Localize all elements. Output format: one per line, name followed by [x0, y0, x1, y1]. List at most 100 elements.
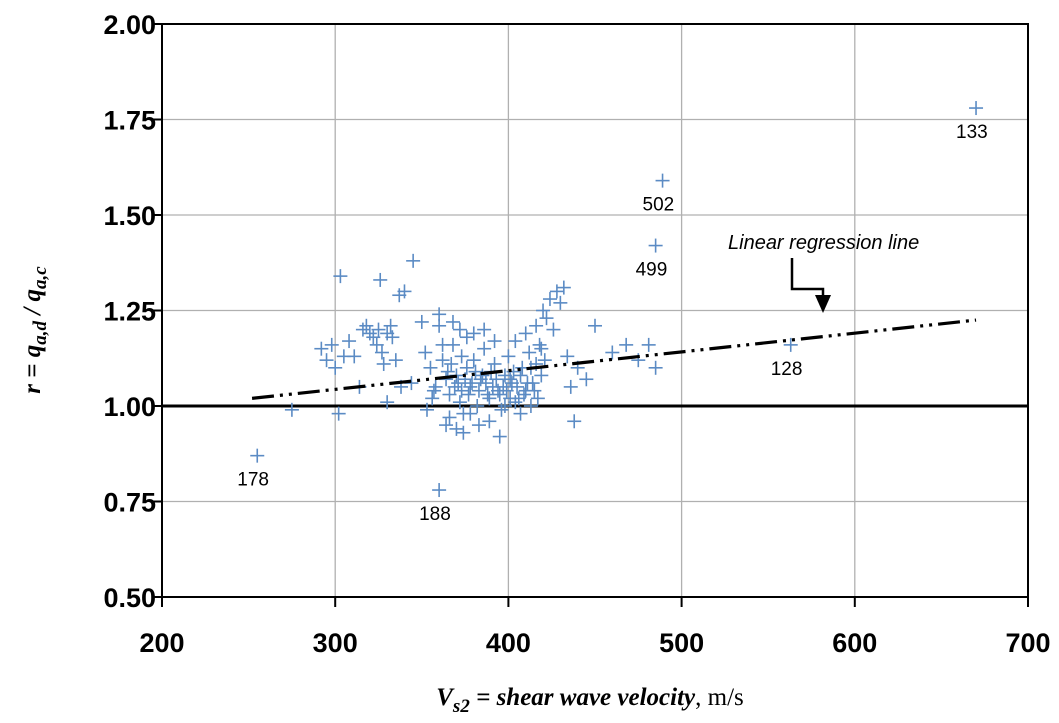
data-point: [783, 337, 798, 352]
data-point: [459, 360, 474, 375]
data-point: [520, 376, 535, 391]
data-point: [588, 318, 602, 333]
data-point: [482, 414, 497, 429]
data-point: [456, 425, 471, 440]
x-axis-title: Vs2 = shear wave velocity, m/s: [436, 684, 744, 717]
data-point: [549, 284, 564, 299]
point-label: 188: [419, 504, 451, 525]
y-axis-prefix: r = q: [19, 345, 46, 394]
data-point: [477, 341, 492, 356]
data-point: [342, 334, 357, 349]
data-point: [641, 337, 656, 352]
annotation-text: Linear regression line: [728, 232, 919, 254]
point-labels: 133 502 499 128 178 188: [237, 122, 987, 525]
data-point: [442, 387, 457, 402]
x-axis-subscript: s2: [452, 696, 470, 717]
data-point: [529, 318, 544, 333]
data-point: [497, 399, 512, 413]
data-point: [388, 353, 403, 368]
data-point: [461, 387, 476, 402]
data-point: [605, 345, 620, 360]
data-point: [501, 349, 516, 364]
data-point: [563, 379, 578, 394]
data-point: [442, 410, 457, 425]
data-point: [494, 402, 509, 417]
data-point: [383, 318, 398, 333]
data-point: [508, 334, 523, 349]
data-point: [487, 356, 502, 371]
data-point: [513, 406, 528, 421]
x-tick-label: 600: [832, 628, 877, 658]
regression-annotation: Linear regression line: [728, 232, 919, 313]
data-point: [428, 379, 443, 394]
data-point: [556, 280, 571, 295]
data-point: [250, 448, 265, 463]
y-tick-label: 1.75: [103, 106, 156, 136]
point-label: 502: [643, 195, 675, 216]
data-point: [508, 395, 523, 410]
y-axis-title: r = qa,d / qa,c: [19, 266, 51, 394]
data-point: [468, 364, 483, 379]
data-point: [463, 406, 478, 421]
data-point: [536, 303, 551, 318]
x-tick-label: 200: [139, 628, 184, 658]
data-point: [418, 345, 433, 360]
data-point: [466, 353, 481, 368]
data-point: [454, 383, 469, 398]
x-tick-labels: 200 300 400 500 600 700: [139, 628, 1050, 658]
data-point: [482, 391, 497, 406]
data-point: [366, 330, 381, 345]
data-point: [359, 318, 374, 333]
y-tick-label: 0.50: [103, 583, 156, 613]
data-point: [534, 341, 549, 356]
data-point: [518, 326, 533, 341]
grid-lines: [152, 23, 1029, 607]
data-points: [250, 101, 984, 498]
data-point: [452, 395, 467, 410]
data-point: [499, 383, 514, 398]
data-point: [503, 372, 518, 387]
x-axis-text: = shear wave velocity: [470, 684, 696, 711]
data-point: [560, 349, 575, 364]
data-point: [471, 383, 486, 398]
x-tick-label: 700: [1005, 628, 1050, 658]
data-point: [432, 307, 447, 322]
data-point: [463, 379, 478, 394]
data-point: [331, 406, 346, 421]
data-point: [362, 326, 377, 341]
data-point: [380, 395, 395, 410]
data-point: [371, 322, 386, 337]
x-axis-symbol: V: [436, 684, 455, 711]
data-point: [539, 311, 554, 326]
data-point: [432, 483, 447, 498]
data-point: [532, 337, 547, 352]
data-point: [648, 238, 663, 253]
point-label: 499: [636, 260, 668, 281]
data-point: [444, 356, 459, 371]
data-point: [369, 337, 384, 352]
data-point: [546, 322, 561, 337]
data-point: [478, 376, 493, 391]
data-point: [567, 414, 582, 429]
point-label: 178: [237, 470, 269, 491]
data-point: [328, 360, 343, 375]
data-point: [423, 360, 438, 375]
data-point: [435, 337, 450, 352]
data-point: [619, 337, 634, 352]
y-axis-middle: / q: [19, 289, 46, 321]
data-point: [449, 421, 464, 436]
data-point: [489, 372, 504, 387]
y-axis-sub1: a,d: [30, 320, 51, 344]
x-tick-label: 300: [313, 628, 358, 658]
data-point: [648, 360, 663, 375]
regression-line: [251, 318, 977, 400]
data-point: [406, 253, 421, 268]
data-point: [314, 341, 329, 356]
regression-line-group: [251, 318, 977, 400]
data-point: [516, 387, 531, 402]
y-axis-sub2: a,c: [30, 266, 51, 289]
data-point: [492, 429, 507, 444]
data-point: [451, 376, 466, 391]
data-point: [454, 349, 469, 364]
y-tick-labels: 0.50 0.75 1.00 1.25 1.50 1.75 2.00: [103, 10, 156, 613]
